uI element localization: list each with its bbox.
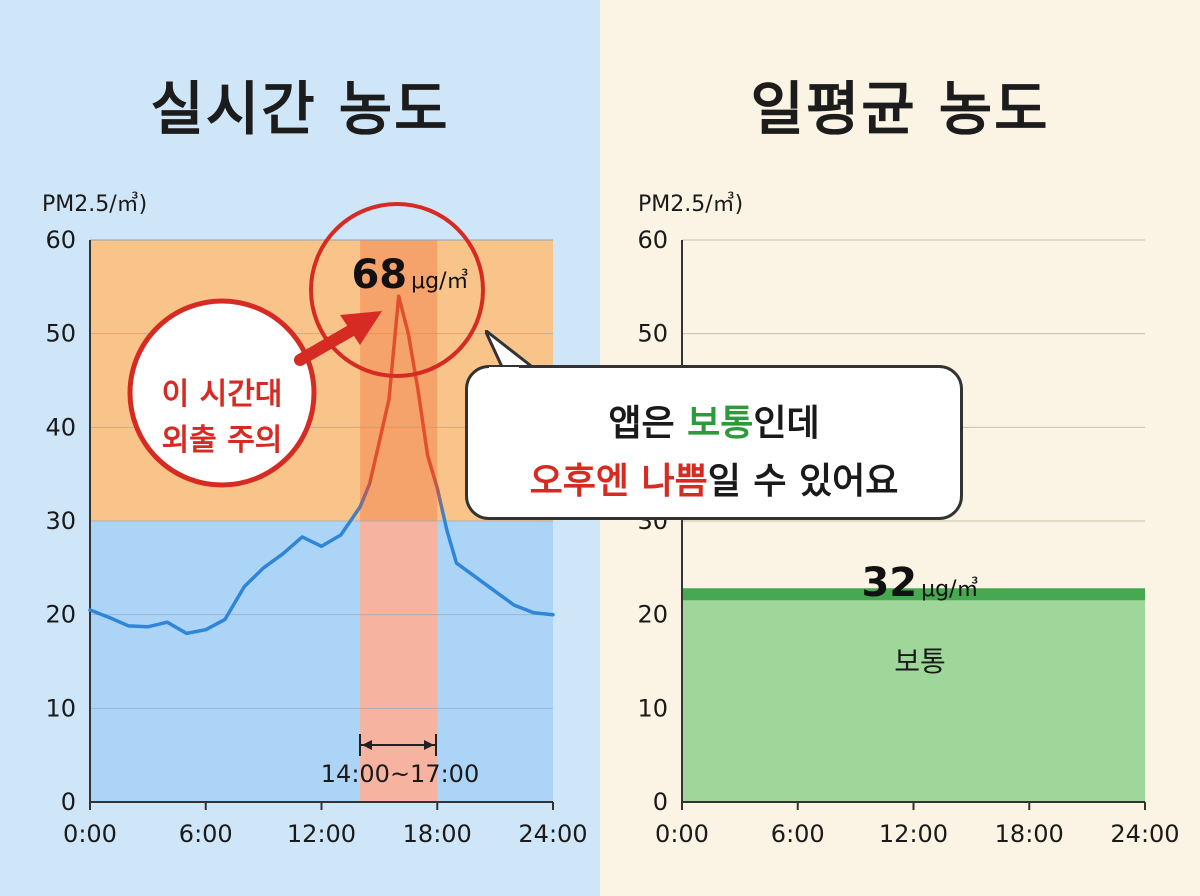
y-tick-label: 10 — [637, 694, 668, 722]
warning-text: 이 시간대 외출 주의 — [138, 372, 306, 464]
y-tick-label: 60 — [45, 226, 76, 254]
daily-average-unit-label: PM2.5/㎥) — [638, 192, 744, 217]
realtime-unit-label: PM2.5/㎥) — [42, 192, 148, 217]
x-tick-label: 12:00 — [287, 820, 356, 848]
y-tick-label: 40 — [45, 413, 76, 441]
average-unit: μg/㎥ — [921, 577, 979, 602]
bubble-line-1-part-a: 앱은 — [608, 403, 688, 444]
daily-average-title: 일평균 농도 — [750, 75, 1050, 143]
y-tick-label: 0 — [61, 788, 76, 816]
peak-unit: μg/㎥ — [411, 269, 469, 294]
average-line — [682, 588, 1145, 601]
average-area — [682, 591, 1145, 802]
bubble-line-1-part-c: 인데 — [753, 403, 820, 444]
x-tick-label: 24:00 — [518, 820, 587, 848]
pm25-series-line — [88, 294, 555, 636]
x-tick-label: 0:00 — [63, 820, 117, 848]
x-tick-label: 0:00 — [655, 820, 709, 848]
bubble-line-2-part-b: 일 수 있어요 — [707, 461, 899, 502]
bubble-line-2: 오후엔 나쁨일 수 있어요 — [468, 452, 960, 504]
x-tick-label: 24:00 — [1110, 820, 1179, 848]
warning-line-1: 이 시간대 — [161, 377, 283, 412]
peak-value: 68 — [351, 252, 408, 298]
window-range-label: 14:00~17:00 — [320, 760, 480, 788]
y-tick-label: 30 — [45, 507, 76, 535]
y-tick-label: 20 — [637, 601, 668, 629]
normal-band — [90, 521, 553, 802]
warning-line-2: 외출 주의 — [161, 423, 283, 458]
x-tick-label: 18:00 — [995, 820, 1064, 848]
realtime-title: 실시간 농도 — [150, 75, 450, 143]
bubble-tail-seam — [489, 367, 519, 373]
y-tick-label: 50 — [637, 320, 668, 348]
y-tick-label: 50 — [45, 320, 76, 348]
bubble-normal-word: 보통 — [687, 403, 754, 444]
y-tick-label: 20 — [45, 601, 76, 629]
y-tick-label: 0 — [653, 788, 668, 816]
x-tick-label: 6:00 — [771, 820, 825, 848]
highlight-window-lower — [360, 521, 438, 802]
average-value: 32 — [861, 560, 918, 606]
peak-value-label: 68 μg/㎥ — [330, 252, 490, 298]
y-tick-label: 10 — [45, 694, 76, 722]
bubble-bad-words: 오후엔 나쁨 — [529, 461, 708, 502]
average-category: 보통 — [894, 645, 946, 678]
average-value-label: 32 μg/㎥ — [840, 560, 1000, 606]
speech-bubble: 앱은 보통인데 오후엔 나쁨일 수 있어요 — [465, 365, 963, 520]
x-tick-label: 6:00 — [179, 820, 233, 848]
x-tick-label: 12:00 — [879, 820, 948, 848]
x-tick-label: 18:00 — [403, 820, 472, 848]
y-tick-label: 60 — [637, 226, 668, 254]
bubble-line-1: 앱은 보통인데 — [468, 394, 960, 446]
